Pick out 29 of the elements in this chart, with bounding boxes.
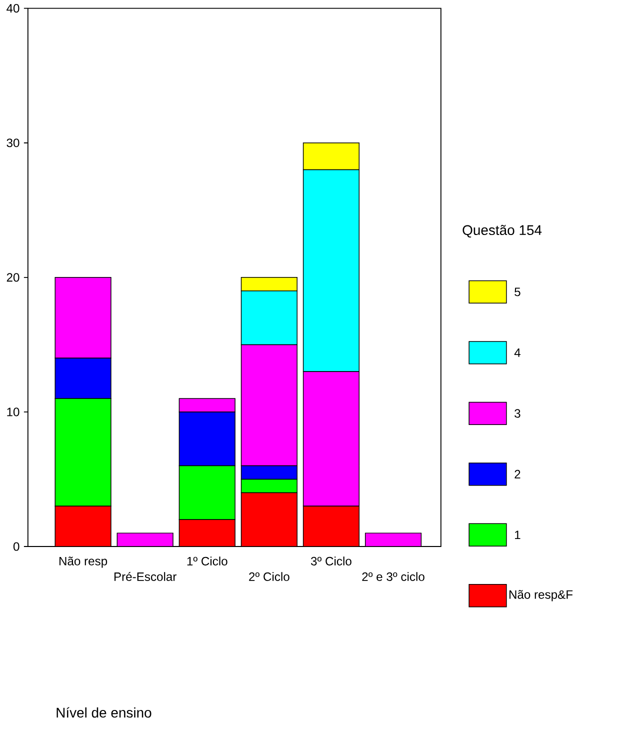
x-tick-label: Não resp [59, 556, 107, 568]
y-tick-label: 40 [6, 4, 20, 13]
y-tick-label: 20 [6, 273, 20, 282]
bar [54, 277, 112, 359]
bar [241, 492, 297, 547]
bar [302, 371, 360, 507]
bar [55, 506, 111, 547]
legend-label: 1 [514, 530, 520, 540]
bar [240, 344, 298, 466]
bar [178, 398, 236, 412]
x-tick-label: 2º Ciclo [248, 572, 290, 581]
x-tick-label: 2º e 3º ciclo [362, 572, 424, 581]
y-tick-label: 0 [13, 542, 20, 551]
legend-label: 5 [514, 288, 520, 296]
legend-label: 2 [514, 470, 520, 478]
y-tick-label: 30 [6, 138, 20, 148]
bar [117, 533, 173, 547]
text: Nível de ensino [56, 707, 152, 718]
legend-label: Não resp&F [509, 590, 572, 602]
bar [302, 506, 360, 547]
x-tick-label: 1º Ciclo [187, 556, 228, 566]
bar [179, 520, 235, 547]
y-tick-label: 10 [7, 408, 20, 416]
legend-title: Questão 154 [462, 224, 542, 238]
legend-label: 3 [514, 409, 520, 418]
x-tick-label: 3º Ciclo [310, 556, 352, 566]
bar [364, 532, 422, 547]
legend-label: 4 [514, 348, 520, 357]
x-tick-label: Pré-Escolar [114, 572, 176, 581]
